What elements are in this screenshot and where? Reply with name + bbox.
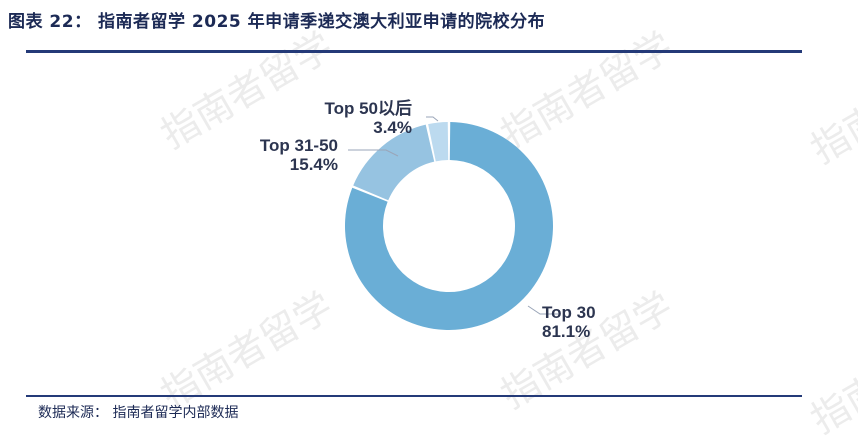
slice-value-label: 3.4% — [373, 118, 412, 137]
pie-slice — [344, 122, 553, 331]
leader-line — [527, 305, 558, 315]
bottom-rule — [26, 395, 802, 397]
pie-slice — [353, 124, 435, 201]
slice-label: Top 30 — [542, 303, 596, 322]
slice-value-label: 81.1% — [542, 322, 590, 341]
slice-value-label: 15.4% — [290, 155, 338, 174]
leader-line — [348, 149, 399, 157]
top-rule — [26, 50, 802, 53]
leader-line — [426, 116, 439, 122]
figure-title: 图表 22： 指南者留学 2025 年申请季递交澳大利亚申请的院校分布 — [8, 12, 546, 32]
source-note: 数据来源： 指南者留学内部数据 — [38, 405, 239, 421]
slice-label: Top 50以后 — [324, 99, 412, 118]
pie-slice — [428, 122, 449, 162]
slice-label: Top 31-50 — [260, 136, 338, 155]
